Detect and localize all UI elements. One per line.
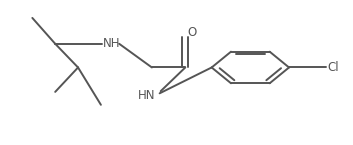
Text: O: O	[188, 26, 197, 39]
Text: Cl: Cl	[327, 61, 339, 74]
Text: HN: HN	[138, 89, 155, 102]
Text: NH: NH	[103, 37, 120, 50]
